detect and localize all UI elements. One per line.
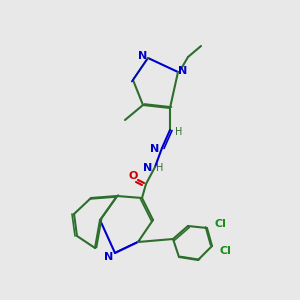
Text: N: N xyxy=(150,144,160,154)
Text: Cl: Cl xyxy=(214,219,226,229)
Text: Cl: Cl xyxy=(219,246,231,256)
Text: H: H xyxy=(175,127,183,137)
Text: N: N xyxy=(104,252,114,262)
Text: O: O xyxy=(128,171,138,181)
Text: H: H xyxy=(156,163,164,173)
Text: N: N xyxy=(178,66,188,76)
Text: N: N xyxy=(143,163,153,173)
Text: N: N xyxy=(138,51,148,61)
